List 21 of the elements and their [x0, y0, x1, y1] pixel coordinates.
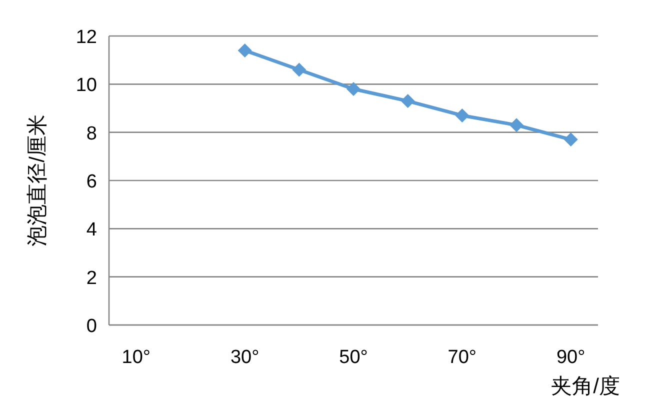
y-tick-label: 0 — [86, 316, 97, 337]
y-tick-label: 6 — [86, 172, 97, 192]
point — [346, 82, 360, 96]
point — [510, 118, 524, 132]
y-axis-title: 泡泡直径/厘米 — [26, 114, 49, 246]
y-tick-label: 8 — [86, 123, 97, 144]
point — [400, 94, 415, 108]
y-tick-label: 2 — [86, 268, 97, 289]
x-tick-label: 70° — [448, 347, 477, 368]
x-axis-title: 夹角/度 — [551, 375, 620, 398]
y-tick-label: 4 — [86, 220, 98, 241]
point — [292, 62, 306, 77]
x-tick-label: 30° — [230, 347, 260, 368]
point — [564, 132, 578, 147]
x-tick-label: 90° — [556, 347, 586, 368]
y-tick-label: 10 — [76, 75, 97, 96]
y-tick-label: 12 — [76, 27, 97, 48]
x-tick-label: 10° — [122, 347, 151, 368]
x-tick-label: 50° — [339, 347, 368, 368]
point — [238, 43, 252, 58]
point — [455, 108, 470, 122]
